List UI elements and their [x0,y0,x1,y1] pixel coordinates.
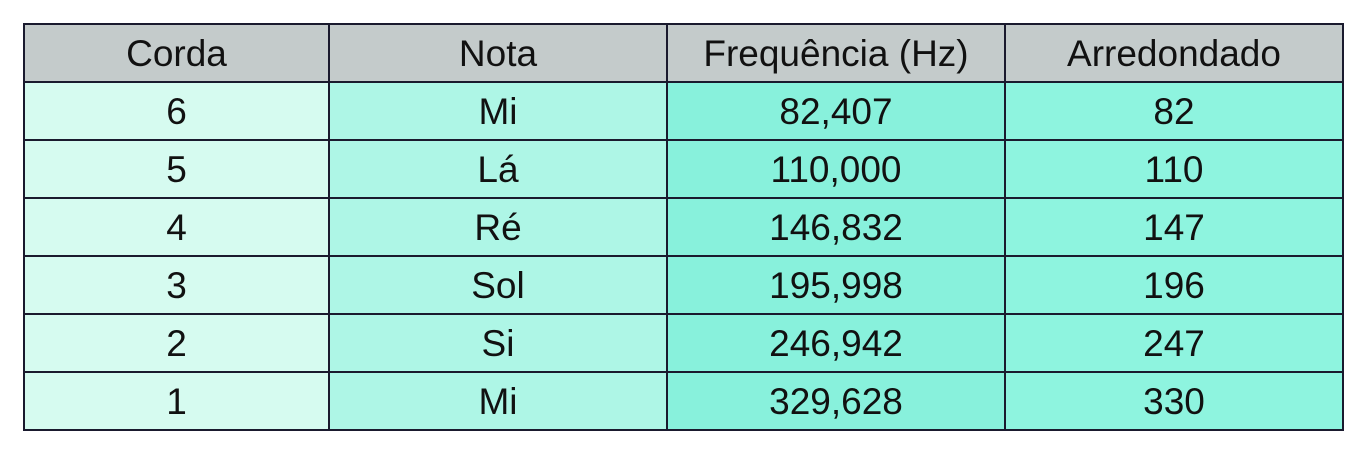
cell-arredondado: 247 [1004,313,1344,373]
table-row: 2 Si 246,942 247 [23,313,1344,373]
cell-frequencia: 110,000 [666,139,1006,199]
table-row: 3 Sol 195,998 196 [23,255,1344,315]
table-row: 5 Lá 110,000 110 [23,139,1344,199]
table-row: 6 Mi 82,407 82 [23,81,1344,141]
cell-frequencia: 146,832 [666,197,1006,257]
cell-arredondado: 196 [1004,255,1344,315]
cell-arredondado: 82 [1004,81,1344,141]
header-row: Corda Nota Frequência (Hz) Arredondado [23,23,1344,83]
header-frequencia: Frequência (Hz) [666,23,1006,83]
cell-corda: 2 [23,313,330,373]
cell-arredondado: 330 [1004,371,1344,431]
cell-corda: 6 [23,81,330,141]
cell-corda: 4 [23,197,330,257]
cell-corda: 3 [23,255,330,315]
cell-nota: Mi [328,371,668,431]
guitar-string-frequency-table: Corda Nota Frequência (Hz) Arredondado 6… [23,23,1344,431]
cell-nota: Sol [328,255,668,315]
header-corda: Corda [23,23,330,83]
cell-nota: Si [328,313,668,373]
cell-corda: 5 [23,139,330,199]
header-nota: Nota [328,23,668,83]
header-arredondado: Arredondado [1004,23,1344,83]
cell-nota: Ré [328,197,668,257]
cell-frequencia: 195,998 [666,255,1006,315]
cell-frequencia: 246,942 [666,313,1006,373]
cell-arredondado: 110 [1004,139,1344,199]
cell-arredondado: 147 [1004,197,1344,257]
table-row: 4 Ré 146,832 147 [23,197,1344,257]
cell-corda: 1 [23,371,330,431]
frequency-table-container: Corda Nota Frequência (Hz) Arredondado 6… [23,23,1344,431]
table-row: 1 Mi 329,628 330 [23,371,1344,431]
cell-frequencia: 82,407 [666,81,1006,141]
cell-frequencia: 329,628 [666,371,1006,431]
cell-nota: Mi [328,81,668,141]
cell-nota: Lá [328,139,668,199]
